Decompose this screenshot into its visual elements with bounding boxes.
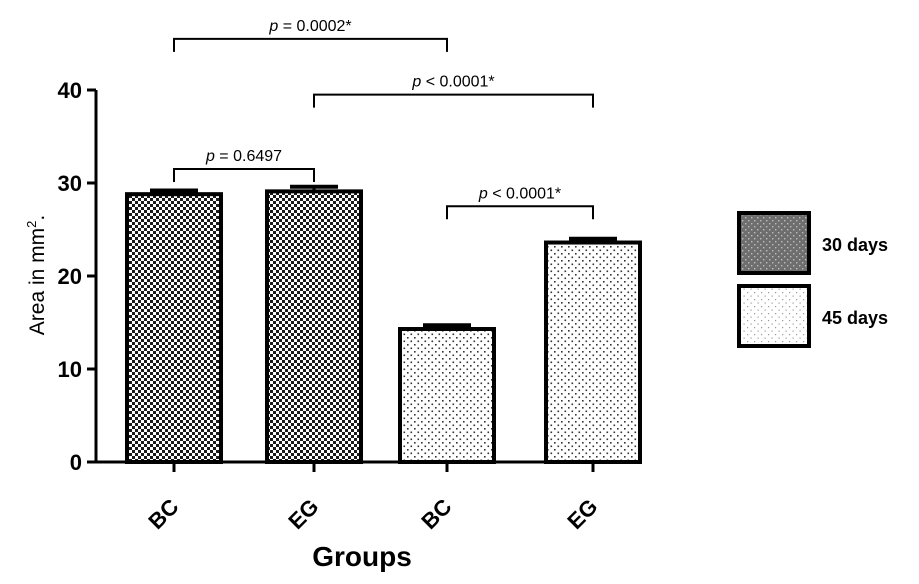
legend-label-30-days: 30 days <box>822 235 888 255</box>
x-tick-label: EG <box>562 494 602 534</box>
bars <box>125 184 642 465</box>
x-tick-label: BC <box>143 494 183 534</box>
significance-annotations: p = 0.6497 p = 0.0002* p < 0.0001* p < 0.00… <box>173 18 594 220</box>
x-tick-label: EG <box>283 494 323 534</box>
y-axis-title: Area in mm2. <box>24 215 49 335</box>
p-value-label: p = 0.6497 <box>205 148 282 165</box>
p-value-label: p = 0.0002* <box>268 18 351 35</box>
y-axis-title-main: Area in mm <box>26 228 49 335</box>
y-tick-label: 30 <box>58 171 82 196</box>
bar <box>265 189 363 464</box>
significance-bracket <box>173 168 315 183</box>
p-value-label: p < 0.0001* <box>411 74 494 91</box>
legend: 30 days 45 days <box>737 211 888 348</box>
significance-bracket <box>173 37 448 52</box>
y-axis-title-superscript: 2 <box>24 221 39 228</box>
p-value-label: p < 0.0001* <box>478 185 561 202</box>
legend-label-45-days: 45 days <box>822 308 888 328</box>
legend-swatch-45-days <box>737 284 811 348</box>
bar <box>398 327 496 465</box>
y-tick-label: 40 <box>58 78 82 103</box>
legend-swatch-30-days <box>737 211 811 275</box>
x-tick-label: BC <box>416 494 456 534</box>
significance-bracket <box>446 205 594 220</box>
y-tick-label: 0 <box>70 450 82 475</box>
significance-bracket <box>313 93 594 108</box>
bar <box>125 192 223 464</box>
bar <box>544 240 642 464</box>
y-tick-label: 10 <box>58 357 82 382</box>
x-axis-title: Groups <box>312 541 412 572</box>
y-tick-label: 20 <box>58 264 82 289</box>
y-axis-title-suffix: . <box>26 215 49 221</box>
